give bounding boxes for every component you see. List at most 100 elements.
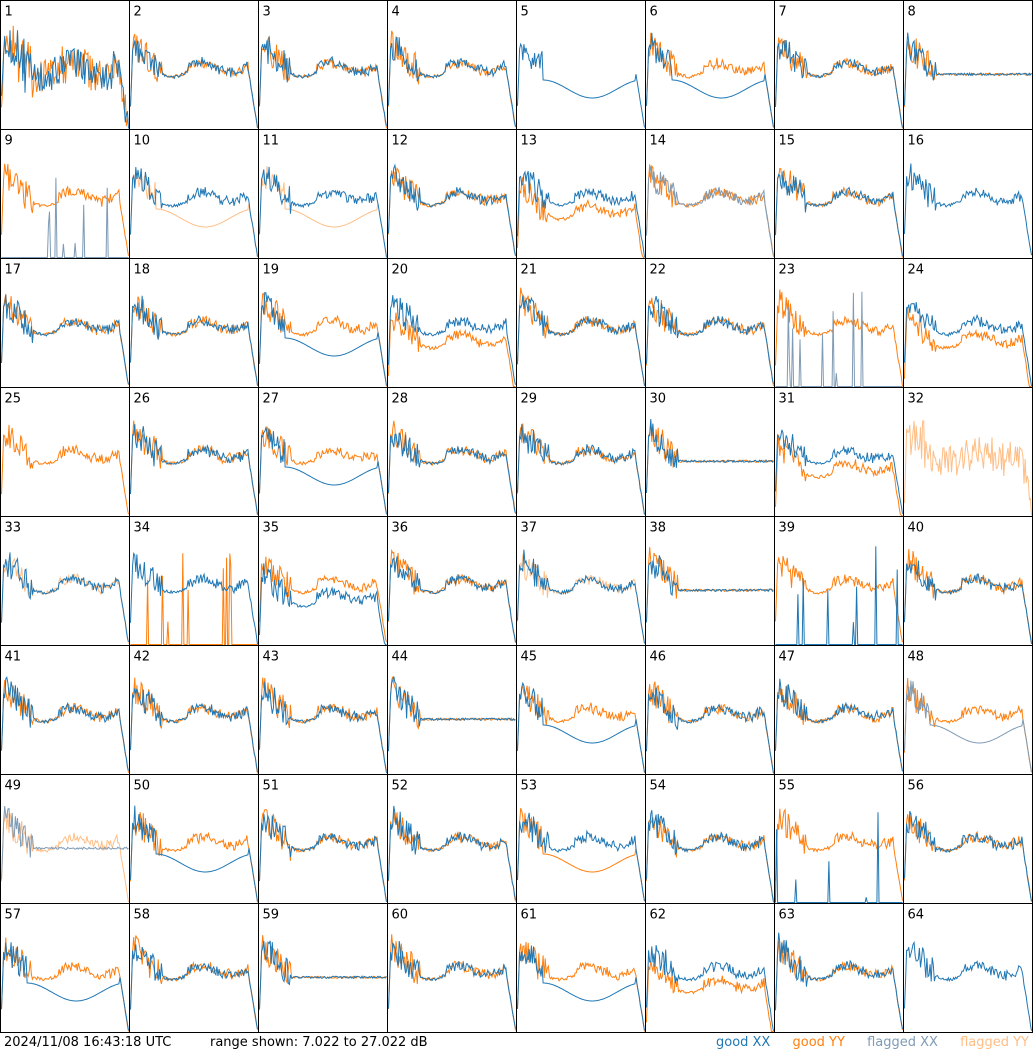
series-xx-line bbox=[259, 813, 387, 903]
series-xx-line bbox=[904, 163, 1032, 256]
panel-number: 54 bbox=[650, 779, 667, 794]
series-xx-line bbox=[904, 680, 1032, 773]
series-xx-line bbox=[775, 546, 903, 645]
panel-frame bbox=[903, 258, 1033, 388]
panel-number: 34 bbox=[134, 521, 151, 536]
panel-number: 61 bbox=[521, 908, 538, 923]
panel-number: 40 bbox=[908, 521, 925, 536]
series-xx-line bbox=[904, 32, 1032, 106]
panel-number: 58 bbox=[134, 908, 151, 923]
series-yy-line bbox=[130, 553, 258, 645]
series-xx-line bbox=[517, 945, 645, 1031]
panel-5: 5 bbox=[516, 0, 646, 130]
panel-12: 12 bbox=[387, 129, 517, 259]
series-xx-line bbox=[904, 301, 1032, 387]
series-xx-line bbox=[130, 167, 258, 257]
panel-26: 26 bbox=[129, 387, 259, 517]
series-xx-line bbox=[775, 932, 903, 1030]
panel-number: 1 bbox=[5, 5, 13, 20]
panel-number: 22 bbox=[650, 263, 667, 278]
panel-45: 45 bbox=[516, 645, 646, 775]
series-xx-line bbox=[904, 810, 1032, 902]
series-xx-line bbox=[646, 418, 774, 494]
panel-27: 27 bbox=[258, 387, 388, 517]
panel-33: 33 bbox=[0, 516, 130, 646]
panel-2: 2 bbox=[129, 0, 259, 130]
panel-41: 41 bbox=[0, 645, 130, 775]
series-xx-line bbox=[1, 177, 129, 258]
panel-1: 1 bbox=[0, 0, 130, 130]
series-xx-line bbox=[517, 42, 645, 128]
series-xx-line bbox=[130, 424, 258, 515]
series-xx-line bbox=[775, 429, 903, 514]
legend-flagged-xx: flagged XX bbox=[867, 1035, 938, 1050]
series-xx-line bbox=[388, 295, 516, 385]
panel-frame bbox=[516, 129, 646, 259]
series-yy-line bbox=[130, 33, 258, 128]
panel-number: 25 bbox=[5, 392, 22, 407]
panel-number: 7 bbox=[779, 5, 787, 20]
series-xx-line bbox=[904, 940, 1032, 1031]
series-yy-line bbox=[388, 312, 516, 387]
series-xx-line bbox=[388, 432, 516, 514]
panel-number: 52 bbox=[392, 779, 409, 794]
panel-22: 22 bbox=[645, 258, 775, 388]
series-xx-line bbox=[517, 681, 645, 773]
panel-frame bbox=[129, 774, 259, 904]
panel-18: 18 bbox=[129, 258, 259, 388]
series-yy-line bbox=[1, 25, 129, 127]
panel-number: 41 bbox=[5, 650, 22, 665]
series-yy-line bbox=[1, 424, 129, 515]
panel-36: 36 bbox=[387, 516, 517, 646]
series-xx-line bbox=[388, 556, 516, 643]
panel-number: 20 bbox=[392, 263, 409, 278]
panel-47: 47 bbox=[774, 645, 904, 775]
panel-frame bbox=[645, 516, 775, 646]
series-yy-line bbox=[388, 30, 516, 126]
footer: 2024/11/08 16:43:18 UTC range shown: 7.0… bbox=[0, 1033, 1033, 1053]
panel-number: 42 bbox=[134, 650, 151, 665]
panel-number: 57 bbox=[5, 908, 22, 923]
panel-number: 6 bbox=[650, 5, 658, 20]
series-yy-line bbox=[517, 941, 645, 1032]
series-xx-line bbox=[259, 681, 387, 774]
series-xx-line bbox=[130, 688, 258, 773]
panel-number: 24 bbox=[908, 263, 925, 278]
panel-number: 59 bbox=[263, 908, 280, 923]
panel-17: 17 bbox=[0, 258, 130, 388]
panel-38: 38 bbox=[645, 516, 775, 646]
panel-61: 61 bbox=[516, 903, 646, 1033]
series-xx-line bbox=[259, 426, 387, 515]
panel-number: 10 bbox=[134, 134, 151, 149]
panel-number: 39 bbox=[779, 521, 796, 536]
panel-number: 50 bbox=[134, 779, 151, 794]
series-yy-line bbox=[775, 808, 903, 901]
panel-58: 58 bbox=[129, 903, 259, 1033]
timestamp: 2024/11/08 16:43:18 UTC bbox=[4, 1035, 172, 1050]
series-xx-line bbox=[646, 945, 774, 1032]
panel-8: 8 bbox=[903, 0, 1033, 130]
series-xx-line bbox=[259, 563, 387, 645]
panel-11: 11 bbox=[258, 129, 388, 259]
panel-number: 4 bbox=[392, 5, 400, 20]
panel-16: 16 bbox=[903, 129, 1033, 259]
series-yy-line bbox=[259, 556, 387, 643]
panel-number: 44 bbox=[392, 650, 409, 665]
panel-20: 20 bbox=[387, 258, 517, 388]
panel-53: 53 bbox=[516, 774, 646, 904]
panel-number: 48 bbox=[908, 650, 925, 665]
series-xx-line bbox=[517, 424, 645, 515]
series-xx-line bbox=[388, 940, 516, 1029]
panel-frame bbox=[258, 645, 388, 775]
panel-number: 62 bbox=[650, 908, 667, 923]
series-xx-line bbox=[775, 812, 903, 903]
panel-25: 25 bbox=[0, 387, 130, 517]
series-yy-line bbox=[1, 937, 129, 1032]
series-yy-line bbox=[517, 287, 645, 386]
series-xx-line bbox=[130, 805, 258, 902]
series-xx-line bbox=[517, 549, 645, 644]
series-yy-line bbox=[517, 177, 645, 258]
panel-number: 18 bbox=[134, 263, 151, 278]
panel-number: 29 bbox=[521, 392, 538, 407]
